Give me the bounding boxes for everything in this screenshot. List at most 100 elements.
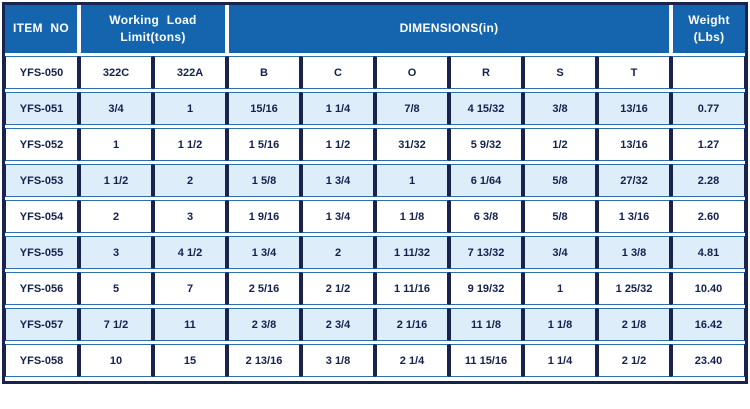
table-row: YFS-055 3 4 1/2 1 3/4 2 1 11/32 7 13/32 3/4 1 3/… xyxy=(5,236,745,269)
value-cell: 1 11/32 xyxy=(375,236,449,269)
value-cell: 11 15/16 xyxy=(449,344,523,377)
value-cell: 1 3/4 xyxy=(301,164,375,197)
value-cell: T xyxy=(597,56,671,89)
value-cell: B xyxy=(227,56,301,89)
value-cell: 16.42 xyxy=(671,308,745,341)
value-cell: 7/8 xyxy=(375,92,449,125)
value-cell: 1 5/8 xyxy=(227,164,301,197)
value-cell: 1 1/8 xyxy=(375,200,449,233)
value-cell: 1 3/8 xyxy=(597,236,671,269)
item-no-cell: YFS-052 xyxy=(5,128,79,161)
value-cell: 1 25/32 xyxy=(597,272,671,305)
value-cell: 23.40 xyxy=(671,344,745,377)
value-cell: 1.27 xyxy=(671,128,745,161)
item-no-cell: YFS-058 xyxy=(5,344,79,377)
value-cell: 2 1/4 xyxy=(375,344,449,377)
value-cell: 2 1/2 xyxy=(301,272,375,305)
value-cell: S xyxy=(523,56,597,89)
header-weight: Weight (Lbs) xyxy=(671,5,745,53)
value-cell: 1/2 xyxy=(523,128,597,161)
item-no-cell: YFS-053 xyxy=(5,164,79,197)
title-row: ITEM NO Working Load Limit(tons) DIMENSI… xyxy=(5,5,745,53)
value-cell: 1 xyxy=(153,92,227,125)
value-cell: 322C xyxy=(79,56,153,89)
item-no-cell: YFS-056 xyxy=(5,272,79,305)
value-cell: 10.40 xyxy=(671,272,745,305)
value-cell: R xyxy=(449,56,523,89)
value-cell: 1 3/4 xyxy=(301,200,375,233)
value-cell: 6 3/8 xyxy=(449,200,523,233)
value-cell: 1 xyxy=(79,128,153,161)
working-load-line1: Working Load xyxy=(109,12,197,27)
value-cell: 2 1/8 xyxy=(597,308,671,341)
table-row: YFS-057 7 1/2 11 2 3/8 2 3/4 2 1/16 11 1/8 1 1/… xyxy=(5,308,745,341)
item-no-cell: YFS-055 xyxy=(5,236,79,269)
value-cell xyxy=(671,56,745,89)
value-cell: 3/8 xyxy=(523,92,597,125)
value-cell: 3 xyxy=(153,200,227,233)
table-row: YFS-054 2 3 1 9/16 1 3/4 1 1/8 6 3/8 5/8 1 3/16 2… xyxy=(5,200,745,233)
value-cell: 2 3/4 xyxy=(301,308,375,341)
spec-table-frame: ITEM NO Working Load Limit(tons) DIMENSI… xyxy=(2,2,748,384)
value-cell: O xyxy=(375,56,449,89)
value-cell: 3/4 xyxy=(79,92,153,125)
spec-table: ITEM NO Working Load Limit(tons) DIMENSI… xyxy=(5,2,745,380)
value-cell: 2 3/8 xyxy=(227,308,301,341)
value-cell: 6 1/64 xyxy=(449,164,523,197)
value-cell: 13/16 xyxy=(597,128,671,161)
value-cell: 31/32 xyxy=(375,128,449,161)
value-cell: 1 1/2 xyxy=(79,164,153,197)
value-cell: 11 xyxy=(153,308,227,341)
working-load-line2: Limit(tons) xyxy=(120,30,186,44)
value-cell: 7 1/2 xyxy=(79,308,153,341)
value-cell: 5/8 xyxy=(523,200,597,233)
value-cell: 2 xyxy=(301,236,375,269)
value-cell: 1 9/16 xyxy=(227,200,301,233)
header-working-load: Working Load Limit(tons) xyxy=(79,5,227,53)
value-cell: 2 xyxy=(79,200,153,233)
value-cell: 1 11/16 xyxy=(375,272,449,305)
value-cell: 3/4 xyxy=(523,236,597,269)
value-cell: 5/8 xyxy=(523,164,597,197)
value-cell: 2 1/2 xyxy=(597,344,671,377)
value-cell: 1 1/2 xyxy=(301,128,375,161)
value-cell: 1 1/4 xyxy=(301,92,375,125)
value-cell: 9 19/32 xyxy=(449,272,523,305)
value-cell: 1 3/16 xyxy=(597,200,671,233)
item-no-cell: YFS-054 xyxy=(5,200,79,233)
value-cell: 1 5/16 xyxy=(227,128,301,161)
weight-line2: (Lbs) xyxy=(693,30,725,44)
value-cell: 5 9/32 xyxy=(449,128,523,161)
value-cell: 1 1/2 xyxy=(153,128,227,161)
item-no-cell: YFS-051 xyxy=(5,92,79,125)
value-cell: 15/16 xyxy=(227,92,301,125)
value-cell: 1 3/4 xyxy=(227,236,301,269)
value-cell: 0.77 xyxy=(671,92,745,125)
value-cell: 4.81 xyxy=(671,236,745,269)
value-cell: 322A xyxy=(153,56,227,89)
table-row: YFS-051 3/4 1 15/16 1 1/4 7/8 4 15/32 3/8 13/16 0… xyxy=(5,92,745,125)
value-cell: 10 xyxy=(79,344,153,377)
value-cell: 2.28 xyxy=(671,164,745,197)
value-cell: 27/32 xyxy=(597,164,671,197)
value-cell: 15 xyxy=(153,344,227,377)
value-cell: 2 xyxy=(153,164,227,197)
item-no-cell: YFS-057 xyxy=(5,308,79,341)
table-body: YFS-050 322C 322A B C O R S T YFS-051 3/4 1 15/16 1 1… xyxy=(5,56,745,377)
value-cell: 4 15/32 xyxy=(449,92,523,125)
value-cell: 1 xyxy=(375,164,449,197)
value-cell: 4 1/2 xyxy=(153,236,227,269)
column-label-row: YFS-050 322C 322A B C O R S T xyxy=(5,56,745,89)
value-cell: 2 13/16 xyxy=(227,344,301,377)
item-no-cell: YFS-050 xyxy=(5,56,79,89)
header-dimensions: DIMENSIONS(in) xyxy=(227,5,671,53)
value-cell: 2.60 xyxy=(671,200,745,233)
value-cell: 1 1/8 xyxy=(523,308,597,341)
value-cell: 5 xyxy=(79,272,153,305)
value-cell: 3 1/8 xyxy=(301,344,375,377)
table-row: YFS-058 10 15 2 13/16 3 1/8 2 1/4 11 15/16 1 1/… xyxy=(5,344,745,377)
value-cell: C xyxy=(301,56,375,89)
value-cell: 3 xyxy=(79,236,153,269)
value-cell: 1 xyxy=(523,272,597,305)
table-row: YFS-053 1 1/2 2 1 5/8 1 3/4 1 6 1/64 5/8 27/32 2.… xyxy=(5,164,745,197)
